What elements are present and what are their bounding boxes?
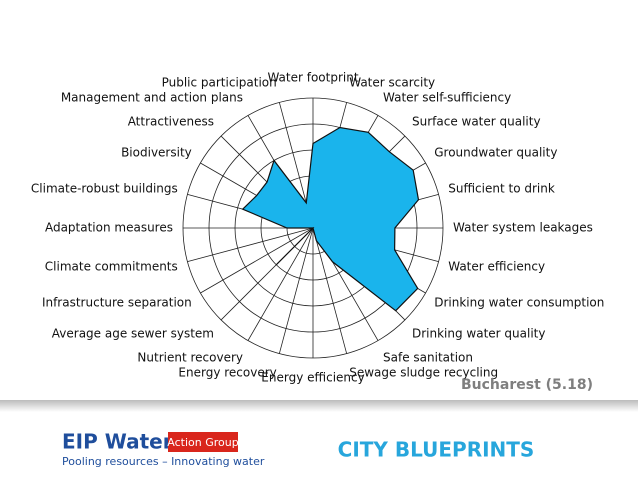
axis-label: Water efficiency <box>448 259 545 273</box>
axis-label: Adaptation measures <box>45 221 173 235</box>
axis-label: Water self-sufficiency <box>383 91 511 105</box>
spoke <box>200 227 314 294</box>
axis-label: Surface water quality <box>412 114 541 128</box>
data-area <box>241 126 420 312</box>
axis-label: Energy recovery <box>178 365 276 379</box>
axis-label: Nutrient recovery <box>137 350 243 364</box>
axis-label: Management and action plans <box>61 91 243 105</box>
logo: EIP Water <box>62 430 173 454</box>
panel-shadow <box>0 400 638 412</box>
axis-label: Energy efficiency <box>261 371 364 385</box>
spoke <box>247 227 314 341</box>
badge: Action Group <box>167 436 238 449</box>
footer-title: CITY BLUEPRINTS <box>338 438 535 462</box>
axis-label: Biodiversity <box>121 146 192 160</box>
axis-label: Infrastructure separation <box>42 296 192 310</box>
tagline: Pooling resources – Innovating water <box>62 455 265 468</box>
axis-label: Sewage sludge recycling <box>349 365 498 379</box>
axis-label: Water scarcity <box>349 76 435 90</box>
axis-label: Groundwater quality <box>434 146 557 160</box>
axis-label: Climate commitments <box>45 259 178 273</box>
axis-label: Climate-robust buildings <box>31 182 178 196</box>
axis-label: Attractiveness <box>128 114 214 128</box>
axis-label: Drinking water consumption <box>434 296 604 310</box>
badge-box <box>168 432 238 452</box>
axis-label: Safe sanitation <box>383 350 473 364</box>
axis-label: Water system leakages <box>453 221 593 235</box>
axis-label: Water footprint <box>267 71 358 85</box>
spoke <box>312 227 348 354</box>
axis-label: Drinking water quality <box>412 327 546 341</box>
axis-label: Average age sewer system <box>52 327 214 341</box>
spoke <box>278 227 314 354</box>
axis-label: Public participation <box>162 76 277 90</box>
annotation: Bucharest (5.18) <box>461 377 593 393</box>
spoke <box>187 227 314 263</box>
axis-label: Sufficient to drink <box>448 182 555 196</box>
